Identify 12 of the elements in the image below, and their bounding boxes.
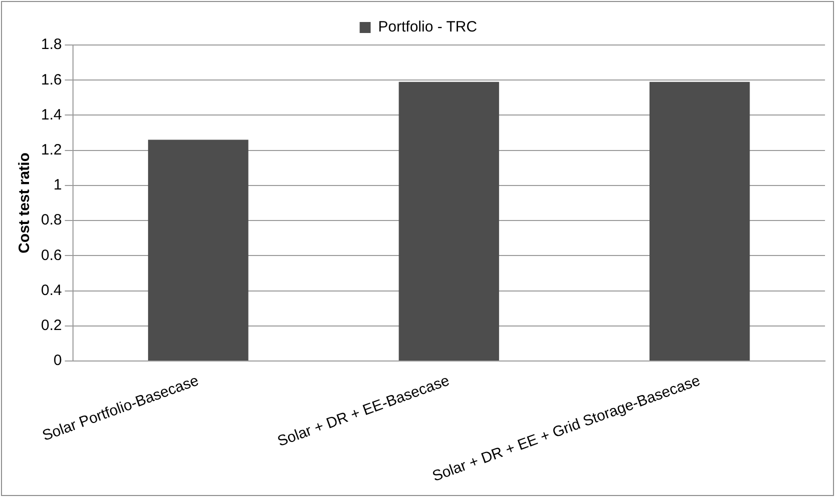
y-tick-label: 0.8 bbox=[40, 212, 62, 229]
y-tick-label: 0.4 bbox=[40, 282, 62, 299]
y-tick-label: 1.2 bbox=[40, 141, 62, 158]
y-tick-label: 1.4 bbox=[40, 106, 62, 124]
y-tick-label: 0.6 bbox=[40, 246, 62, 264]
y-tick-label: 0.2 bbox=[40, 317, 62, 334]
legend-label: Portfolio - TRC bbox=[378, 18, 478, 36]
y-tick-label: 1.8 bbox=[40, 36, 62, 54]
y-tick-label: 1.6 bbox=[40, 71, 62, 88]
y-tick-label: 1 bbox=[54, 176, 62, 194]
y-axis-title: Cost test ratio bbox=[16, 152, 34, 254]
y-tick-label: 0 bbox=[54, 352, 62, 370]
